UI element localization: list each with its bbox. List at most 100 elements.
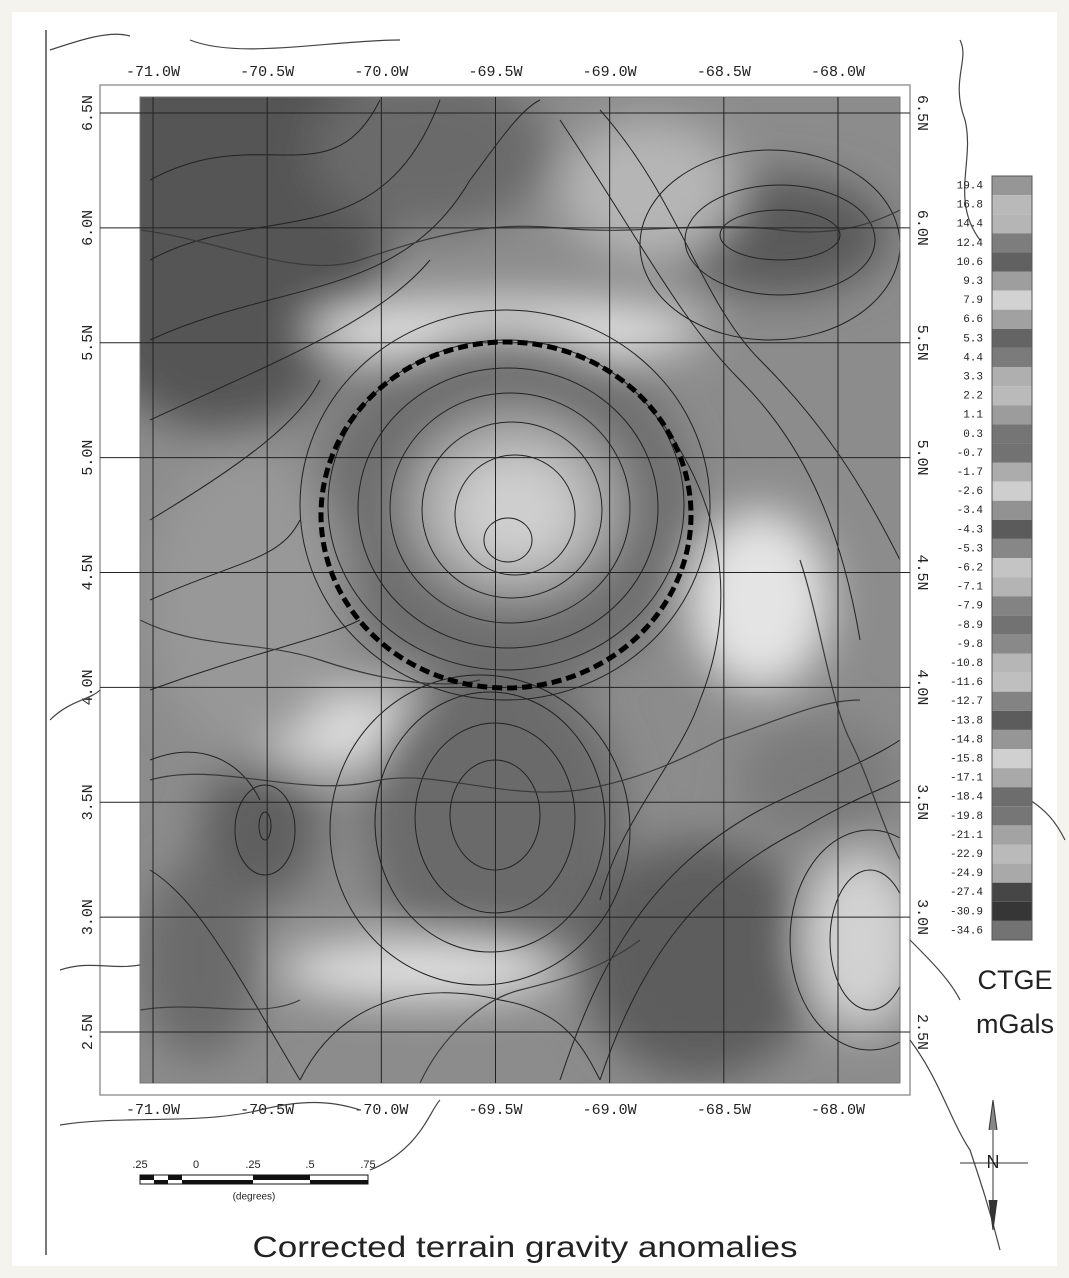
colorbar-label: -19.8: [950, 811, 983, 823]
colorbar-label: -8.9: [957, 620, 983, 632]
colorbar-label: -5.3: [957, 543, 983, 555]
lat-label-left: 3.0N: [80, 899, 97, 935]
lat-label-right: 3.5N: [913, 784, 930, 820]
colorbar-swatch: [992, 864, 1032, 883]
scale-label: .5: [305, 1159, 314, 1171]
colorbar-swatch: [992, 405, 1032, 424]
colorbar-swatch: [992, 673, 1032, 692]
colorbar-swatch: [992, 329, 1032, 348]
colorbar-swatch: [992, 825, 1032, 844]
colorbar-swatch: [992, 692, 1032, 711]
lat-label-right: 6.0N: [913, 210, 930, 246]
lat-label-right: 2.5N: [913, 1014, 930, 1050]
colorbar-swatch: [992, 902, 1032, 921]
colorbar-swatch: [992, 424, 1032, 443]
colorbar-label: 14.4: [957, 219, 984, 231]
colorbar-swatch: [992, 806, 1032, 825]
lat-label-left: 4.5N: [80, 554, 97, 590]
colorbar-label: -21.1: [950, 830, 983, 842]
colorbar-swatch: [992, 921, 1032, 940]
lat-label-left: 6.5N: [80, 95, 97, 131]
lon-label-bottom: -70.0W: [354, 1102, 408, 1119]
lon-label-top: -69.5W: [468, 64, 522, 81]
anomaly-field: [50, 0, 950, 1083]
colorbar-label: 5.3: [963, 333, 983, 345]
colorbar-label: 7.9: [963, 295, 983, 307]
lon-label-top: -70.0W: [354, 64, 408, 81]
lon-label-bottom: -68.5W: [697, 1102, 751, 1119]
colorbar-label: 19.4: [957, 180, 984, 192]
colorbar-label: 9.3: [963, 276, 983, 288]
colorbar-swatch: [992, 539, 1032, 558]
colorbar-swatch: [992, 501, 1032, 520]
colorbar-swatch: [992, 310, 1032, 329]
colorbar-label: -7.9: [957, 601, 983, 613]
north-label: N: [987, 1152, 1000, 1172]
colorbar-label: -4.3: [957, 524, 983, 536]
lon-label-top: -68.0W: [811, 64, 865, 81]
colorbar-swatch: [992, 654, 1032, 673]
lat-label-left: 5.5N: [80, 325, 97, 361]
colorbar-swatch: [992, 634, 1032, 653]
scale-caption: (degrees): [233, 1192, 276, 1203]
page: -71.0W-71.0W-70.5W-70.5W-70.0W-70.0W-69.…: [0, 0, 1069, 1278]
colorbar-label: -14.8: [950, 734, 983, 746]
colorbar-label: -12.7: [950, 696, 983, 708]
colorbar-label: 2.2: [963, 391, 983, 403]
colorbar-label: -30.9: [950, 906, 983, 918]
lon-label-top: -69.0W: [583, 64, 637, 81]
scale-label: .25: [132, 1159, 147, 1171]
colorbar-label: 16.8: [957, 200, 983, 212]
lon-label-top: -71.0W: [126, 64, 180, 81]
colorbar-label: 0.3: [963, 429, 983, 441]
colorbar-swatch: [992, 176, 1032, 195]
colorbar-label: 6.6: [963, 314, 983, 326]
colorbar-swatch: [992, 711, 1032, 730]
colorbar-label: -2.6: [957, 486, 983, 498]
lat-label-left: 2.5N: [80, 1014, 97, 1050]
colorbar-label: -27.4: [950, 887, 983, 899]
lat-label-right: 4.0N: [913, 669, 930, 705]
lon-label-top: -70.5W: [240, 64, 294, 81]
colorbar-swatch: [992, 291, 1032, 310]
colorbar-swatch: [992, 252, 1032, 271]
colorbar-label: -18.4: [950, 792, 983, 804]
colorbar-swatch: [992, 749, 1032, 768]
colorbar-label: 4.4: [963, 352, 983, 364]
colorbar-swatch: [992, 845, 1032, 864]
colorbar-name: CTGE: [977, 965, 1052, 995]
colorbar-swatch: [992, 768, 1032, 787]
colorbar-swatch: [992, 463, 1032, 482]
lat-label-right: 5.5N: [913, 325, 930, 361]
lat-label-right: 6.5N: [913, 95, 930, 131]
colorbar-swatch: [992, 233, 1032, 252]
colorbar-label: -7.1: [957, 582, 984, 594]
colorbar-label: -6.2: [957, 562, 983, 574]
colorbar-swatch: [992, 787, 1032, 806]
colorbar-swatch: [992, 596, 1032, 615]
colorbar-swatch: [992, 214, 1032, 233]
colorbar-label: -1.7: [957, 467, 983, 479]
scale-label: .25: [245, 1159, 260, 1171]
lat-label-right: 5.0N: [913, 440, 930, 476]
lat-label-right: 3.0N: [913, 899, 930, 935]
colorbar-label: -13.8: [950, 715, 983, 727]
lon-label-bottom: -69.5W: [468, 1102, 522, 1119]
lat-label-left: 6.0N: [80, 210, 97, 246]
colorbar-label: -24.9: [950, 868, 983, 880]
colorbar-swatch: [992, 615, 1032, 634]
lon-label-bottom: -68.0W: [811, 1102, 865, 1119]
colorbar-swatch: [992, 730, 1032, 749]
colorbar-label: -22.9: [950, 849, 983, 861]
colorbar-label: -9.8: [957, 639, 983, 651]
lon-label-top: -68.5W: [697, 64, 751, 81]
colorbar-swatch: [992, 348, 1032, 367]
colorbar-label: 12.4: [957, 238, 984, 250]
colorbar-label: -17.1: [950, 773, 983, 785]
lat-label-left: 5.0N: [80, 440, 97, 476]
colorbar-swatch: [992, 520, 1032, 539]
map-figure: -71.0W-71.0W-70.5W-70.5W-70.0W-70.0W-69.…: [0, 0, 1069, 1278]
lon-label-bottom: -71.0W: [126, 1102, 180, 1119]
colorbar-swatch: [992, 386, 1032, 405]
colorbar-swatch: [992, 272, 1032, 291]
